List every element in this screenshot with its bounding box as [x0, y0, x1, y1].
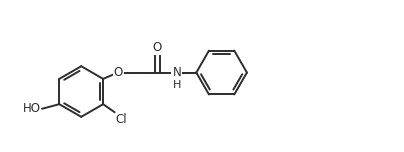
Text: HO: HO	[23, 102, 41, 115]
Text: Cl: Cl	[115, 113, 127, 126]
Text: O: O	[153, 41, 162, 54]
Text: N: N	[173, 66, 181, 79]
Text: H: H	[173, 80, 181, 90]
Text: O: O	[114, 66, 123, 79]
